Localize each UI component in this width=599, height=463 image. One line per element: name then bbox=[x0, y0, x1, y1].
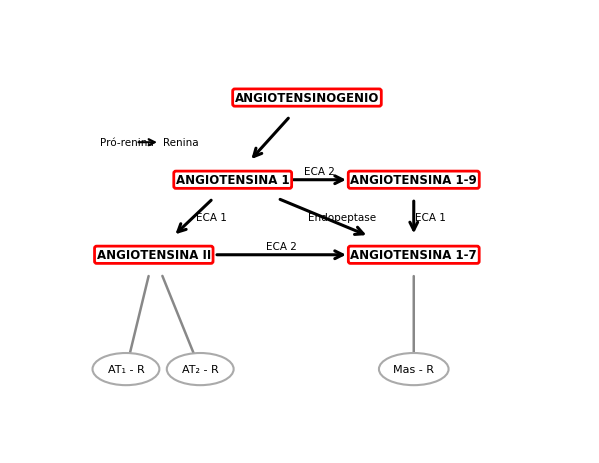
Text: Mas - R: Mas - R bbox=[394, 364, 434, 374]
Text: ECA 1: ECA 1 bbox=[415, 213, 446, 223]
Text: ANGIOTENSINOGENIO: ANGIOTENSINOGENIO bbox=[235, 92, 379, 105]
Text: Endopeptase: Endopeptase bbox=[308, 213, 376, 223]
Text: AT₁ - R: AT₁ - R bbox=[108, 364, 144, 374]
Text: Renina: Renina bbox=[163, 138, 199, 148]
Ellipse shape bbox=[92, 353, 159, 385]
Ellipse shape bbox=[167, 353, 234, 385]
Text: ANGIOTENSINA 1-7: ANGIOTENSINA 1-7 bbox=[350, 249, 477, 262]
Text: ANGIOTENSINA II: ANGIOTENSINA II bbox=[96, 249, 211, 262]
Text: ECA 2: ECA 2 bbox=[266, 241, 297, 251]
Text: AT₂ - R: AT₂ - R bbox=[182, 364, 219, 374]
Text: ECA 2: ECA 2 bbox=[304, 166, 335, 176]
Text: ECA 1: ECA 1 bbox=[196, 213, 227, 223]
Text: ANGIOTENSINA 1: ANGIOTENSINA 1 bbox=[176, 174, 289, 187]
Text: ANGIOTENSINA 1-9: ANGIOTENSINA 1-9 bbox=[350, 174, 477, 187]
Text: Pró-renina: Pró-renina bbox=[101, 138, 154, 148]
Ellipse shape bbox=[379, 353, 449, 385]
